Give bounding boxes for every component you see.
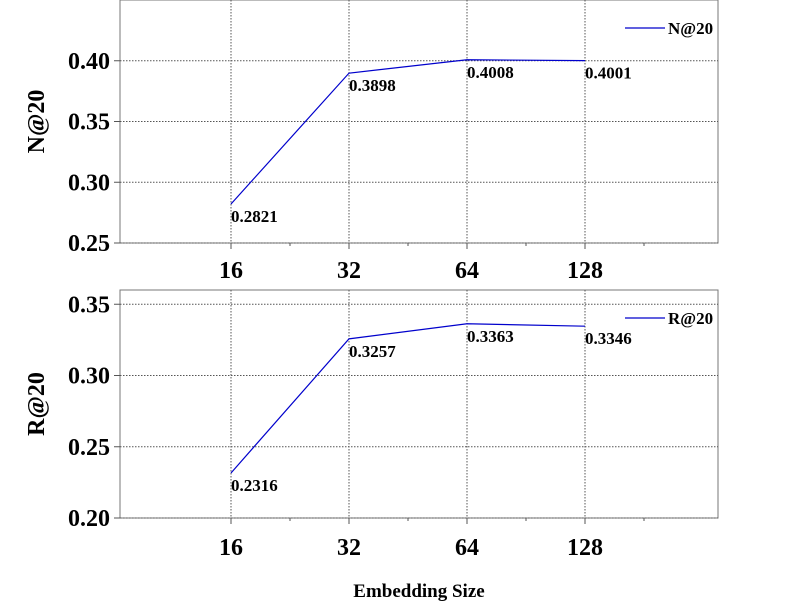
- y-tick-label: 0.25: [68, 231, 110, 257]
- y-tick-label: 0.35: [68, 292, 110, 318]
- y-tick-label: 0.40: [68, 49, 110, 75]
- x-tick-label: 64: [455, 258, 479, 284]
- x-tick-label: 64: [455, 535, 479, 561]
- x-tick-label: 32: [337, 535, 361, 561]
- data-line: [230, 59, 586, 205]
- x-tick-label: 16: [219, 258, 243, 284]
- x-tick-label: 32: [337, 258, 361, 284]
- y-tick-label: 0.30: [68, 364, 110, 390]
- y-axis-title: N@20: [24, 90, 50, 154]
- data-line: [230, 323, 586, 474]
- data-label: 0.3346: [585, 329, 632, 348]
- data-label: 0.2316: [231, 476, 278, 495]
- data-label: 0.3363: [467, 327, 514, 346]
- data-label: 0.4001: [585, 64, 632, 83]
- y-tick-label: 0.35: [68, 110, 110, 136]
- x-tick-label: 128: [567, 258, 603, 284]
- plot-frame: [119, 289, 719, 519]
- legend-label: N@20: [668, 19, 713, 38]
- y-tick-label: 0.25: [68, 435, 110, 461]
- x-tick-label: 16: [219, 535, 243, 561]
- y-axis-title: R@20: [24, 372, 50, 436]
- data-label: 0.3257: [349, 342, 396, 361]
- y-tick-label: 0.20: [68, 506, 110, 532]
- y-tick-label: 0.30: [68, 170, 110, 196]
- data-label: 0.4008: [467, 63, 514, 82]
- x-axis-title: Embedding Size: [353, 581, 484, 602]
- data-label: 0.3898: [349, 76, 396, 95]
- data-label: 0.2821: [231, 207, 278, 226]
- x-tick-label: 128: [567, 535, 603, 561]
- legend-label: R@20: [668, 309, 713, 328]
